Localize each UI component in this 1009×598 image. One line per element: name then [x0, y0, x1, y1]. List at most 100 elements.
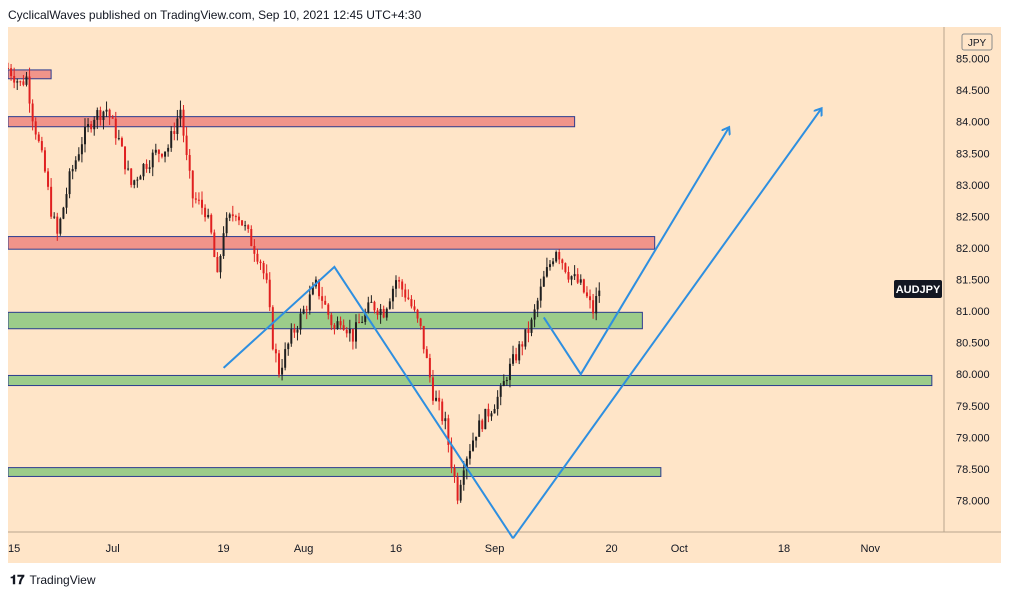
candle-body: [59, 218, 62, 234]
candle-body: [444, 418, 447, 422]
price-candle: [90, 121, 93, 133]
price-candle: [185, 126, 188, 161]
price-candle: [80, 136, 83, 163]
candle-body: [7, 68, 9, 70]
candle-body: [579, 279, 582, 283]
candle-body: [465, 458, 468, 471]
candle-body: [358, 322, 361, 324]
candle-body: [327, 304, 330, 315]
price-candle: [222, 226, 225, 259]
price-candle: [496, 390, 499, 416]
price-candle: [164, 151, 167, 163]
price-candle: [342, 319, 345, 331]
candle-body: [505, 380, 508, 382]
price-candle: [167, 144, 170, 157]
y-tick-label: 82.500: [956, 211, 990, 223]
candle-body: [548, 264, 551, 268]
x-tick-label: 20: [605, 543, 617, 555]
price-candle: [398, 276, 401, 289]
price-candle: [518, 341, 521, 365]
candle-body: [62, 207, 65, 219]
candle-body: [398, 280, 401, 282]
price-candle: [111, 114, 114, 119]
price-candle: [545, 257, 548, 278]
price-candle: [130, 168, 133, 188]
price-candle: [207, 208, 210, 219]
price-candle: [561, 258, 564, 270]
price-candle: [576, 268, 579, 285]
candle-body: [87, 124, 90, 127]
price-candle: [93, 116, 96, 136]
candle-body: [435, 397, 438, 401]
candle-body: [28, 76, 31, 104]
footer: 𝟏𝟕 TradingView: [10, 572, 96, 588]
price-candle: [552, 257, 555, 267]
candle-body: [154, 149, 157, 153]
price-candle: [281, 359, 284, 381]
candle-body: [96, 110, 99, 120]
price-candle: [475, 436, 478, 448]
candle-body: [43, 150, 46, 172]
candlestick-chart[interactable]: 78.000 78.500 79.000 79.500 80.000 80.500 81.0…: [7, 27, 1001, 563]
candle-body: [425, 349, 428, 359]
price-candle: [499, 383, 502, 406]
chart-area[interactable]: 78.000 78.500 79.000 79.500 80.000 80.500 81.0…: [7, 27, 1001, 563]
price-candle: [379, 303, 382, 324]
price-candle: [105, 101, 108, 118]
x-tick-label: 15: [8, 543, 20, 555]
candle-body: [268, 279, 271, 308]
price-candle: [505, 376, 508, 386]
price-candle: [358, 313, 361, 324]
price-candle: [40, 136, 43, 153]
candle-body: [222, 233, 225, 257]
candle-body: [422, 325, 425, 350]
candle-body: [462, 470, 465, 485]
candle-body: [379, 308, 382, 315]
price-candle: [459, 479, 462, 503]
candle-body: [281, 367, 284, 375]
price-candle: [68, 168, 71, 199]
price-candle: [127, 160, 130, 171]
candle-body: [53, 216, 56, 218]
price-candle: [213, 229, 216, 258]
candle-body: [490, 413, 493, 417]
candle-body: [478, 420, 481, 437]
y-tick-label: 79.000: [956, 432, 990, 444]
price-candle: [435, 390, 438, 402]
price-candle: [173, 122, 176, 141]
candle-body: [256, 253, 259, 262]
y-tick-label: 81.500: [956, 275, 990, 287]
candle-body: [564, 263, 567, 272]
candle-body: [37, 134, 40, 142]
candle-body: [237, 216, 240, 221]
candle-body: [447, 418, 450, 445]
price-candle: [410, 295, 413, 309]
price-candle: [484, 408, 487, 430]
candle-body: [130, 168, 133, 185]
y-tick-label: 83.000: [956, 180, 990, 192]
candle-body: [250, 228, 253, 246]
price-candle: [102, 110, 105, 130]
candle-body: [157, 149, 160, 154]
price-candle: [219, 254, 222, 279]
candle-body: [139, 176, 142, 180]
y-tick-label: 79.500: [956, 401, 990, 413]
price-candle: [47, 168, 50, 191]
price-candle: [321, 286, 324, 309]
price-candle: [533, 304, 536, 328]
support-zone: [7, 311, 643, 330]
candle-body: [50, 186, 53, 217]
candle-body: [277, 353, 280, 375]
price-candle: [478, 414, 481, 437]
candle-body: [274, 349, 277, 354]
price-candle: [524, 329, 527, 350]
price-candle: [284, 342, 287, 371]
price-candle: [527, 321, 530, 343]
candle-body: [10, 68, 13, 77]
price-candle: [197, 192, 200, 205]
candle-body: [496, 396, 499, 410]
candle-body: [573, 274, 576, 277]
candle-body: [305, 309, 308, 311]
price-candle: [351, 328, 354, 350]
price-candle: [179, 100, 182, 127]
